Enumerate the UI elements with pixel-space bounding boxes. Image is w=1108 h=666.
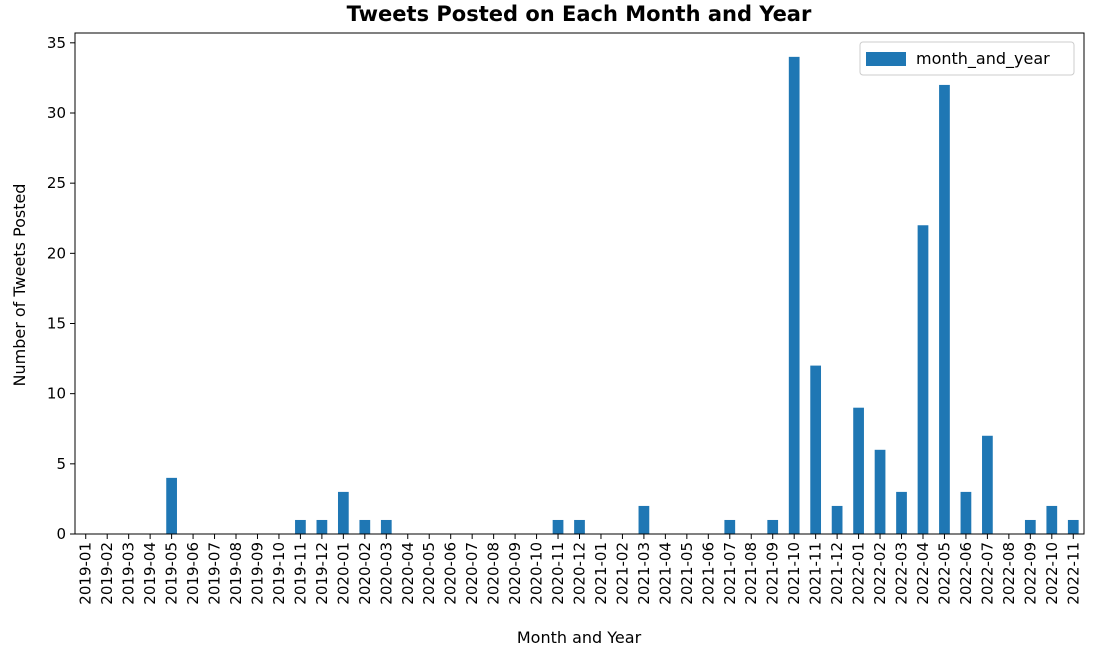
legend-swatch: [866, 52, 906, 66]
x-tick-label: 2021-08: [742, 542, 760, 605]
x-tick-label: 2022-01: [850, 542, 868, 605]
x-tick-label: 2019-11: [291, 542, 309, 605]
y-tick-label: 5: [56, 455, 66, 473]
x-tick-label: 2021-04: [656, 542, 674, 605]
x-tick-label: 2019-12: [313, 542, 331, 605]
x-tick-label: 2020-08: [485, 542, 503, 605]
x-tick-label: 2020-05: [420, 542, 438, 605]
plot-frame: [74, 32, 1085, 535]
x-tick-label: 2021-10: [785, 542, 803, 605]
bar-2022-06: [960, 491, 972, 534]
bar-2020-01: [337, 491, 349, 534]
x-tick-label: 2019-05: [163, 542, 181, 605]
x-tick-label: 2019-02: [98, 542, 116, 605]
x-tick-label: 2019-07: [206, 542, 224, 605]
legend-box: [859, 41, 1075, 76]
x-tick-label: 2020-02: [356, 542, 374, 605]
x-tick-label: 2020-11: [549, 542, 567, 605]
x-tick-label: 2020-12: [571, 542, 589, 605]
x-tick-label: 2022-05: [935, 542, 953, 605]
chart-title: Tweets Posted on Each Month and Year: [347, 2, 812, 26]
x-tick-label: 2021-09: [764, 542, 782, 605]
y-tick-label: 10: [47, 385, 66, 403]
bar-2021-09: [767, 519, 779, 534]
x-tick-label: 2022-02: [871, 542, 889, 605]
bar-2022-09: [1024, 519, 1036, 534]
x-tick-label: 2020-01: [334, 542, 352, 605]
x-tick-label: 2021-06: [699, 542, 717, 605]
x-tick-label: 2020-07: [463, 542, 481, 605]
x-axis: 2019-01 2019-02 2019-03 2019-04 2019-05 2019-…: [77, 534, 1082, 605]
x-tick-label: 2022-07: [978, 542, 996, 605]
bar-2022-01: [853, 407, 864, 534]
legend: month_and_year: [859, 41, 1075, 76]
plot-area: [74, 32, 1085, 535]
bar-2022-10: [1046, 505, 1058, 534]
bar-2019-05: [166, 477, 177, 534]
x-tick-label: 2021-02: [613, 542, 631, 605]
x-tick-label: 2020-03: [377, 542, 395, 605]
bar-2021-10: [788, 56, 800, 534]
bar-2022-05: [939, 84, 950, 534]
y-tick-label: 25: [47, 174, 66, 192]
x-tick-label: 2021-03: [635, 542, 653, 605]
x-tick-label: 2019-08: [227, 542, 245, 605]
y-axis: 0 5 10 15 20 25 30 35: [47, 34, 75, 543]
bar-2020-03: [380, 519, 392, 534]
bar-2021-11: [810, 365, 822, 534]
y-tick-label: 20: [47, 244, 66, 262]
bar-2022-03: [896, 491, 907, 534]
x-tick-label: 2019-03: [120, 542, 138, 605]
x-tick-label: 2021-12: [828, 542, 846, 605]
x-tick-label: 2020-04: [399, 542, 417, 605]
x-tick-label: 2019-06: [184, 542, 202, 605]
y-tick-label: 0: [56, 525, 66, 543]
x-tick-label: 2019-10: [270, 542, 288, 605]
x-tick-label: 2022-10: [1043, 542, 1061, 605]
y-tick-label: 35: [47, 34, 66, 52]
x-tick-label: 2019-04: [141, 542, 159, 605]
bar-2021-03: [638, 505, 650, 534]
x-tick-label: 2019-01: [77, 542, 95, 605]
bar-2020-02: [359, 519, 371, 534]
y-axis-label: Number of Tweets Posted: [10, 184, 29, 387]
x-tick-label: 2022-11: [1064, 542, 1082, 605]
x-tick-label: 2021-11: [807, 542, 825, 605]
bar-2022-07: [982, 435, 993, 534]
x-tick-label: 2022-03: [893, 542, 911, 605]
bar-2020-12: [574, 519, 585, 534]
bar-2021-07: [724, 519, 736, 534]
x-tick-label: 2022-08: [1000, 542, 1018, 605]
x-tick-label: 2021-01: [592, 542, 610, 605]
y-tick-label: 30: [47, 104, 66, 122]
x-tick-label: 2020-06: [442, 542, 460, 605]
legend-label: month_and_year: [916, 49, 1050, 69]
bar-2022-02: [874, 449, 886, 534]
bar-2022-04: [917, 225, 929, 534]
x-tick-label: 2020-10: [528, 542, 546, 605]
bar-2019-11: [295, 519, 306, 534]
bar-2019-12: [316, 519, 328, 534]
bar-2021-12: [831, 505, 843, 534]
y-tick-label: 15: [47, 314, 66, 332]
x-tick-label: 2020-09: [506, 542, 524, 605]
x-tick-label: 2022-06: [957, 542, 975, 605]
x-tick-label: 2021-07: [721, 542, 739, 605]
x-tick-label: 2022-09: [1021, 542, 1039, 605]
x-tick-label: 2019-09: [248, 542, 266, 605]
x-axis-label: Month and Year: [517, 628, 642, 647]
bar-2020-11: [552, 519, 564, 534]
x-tick-label: 2022-04: [914, 542, 932, 605]
x-tick-label: 2021-05: [678, 542, 696, 605]
bar-2022-11: [1067, 519, 1079, 534]
